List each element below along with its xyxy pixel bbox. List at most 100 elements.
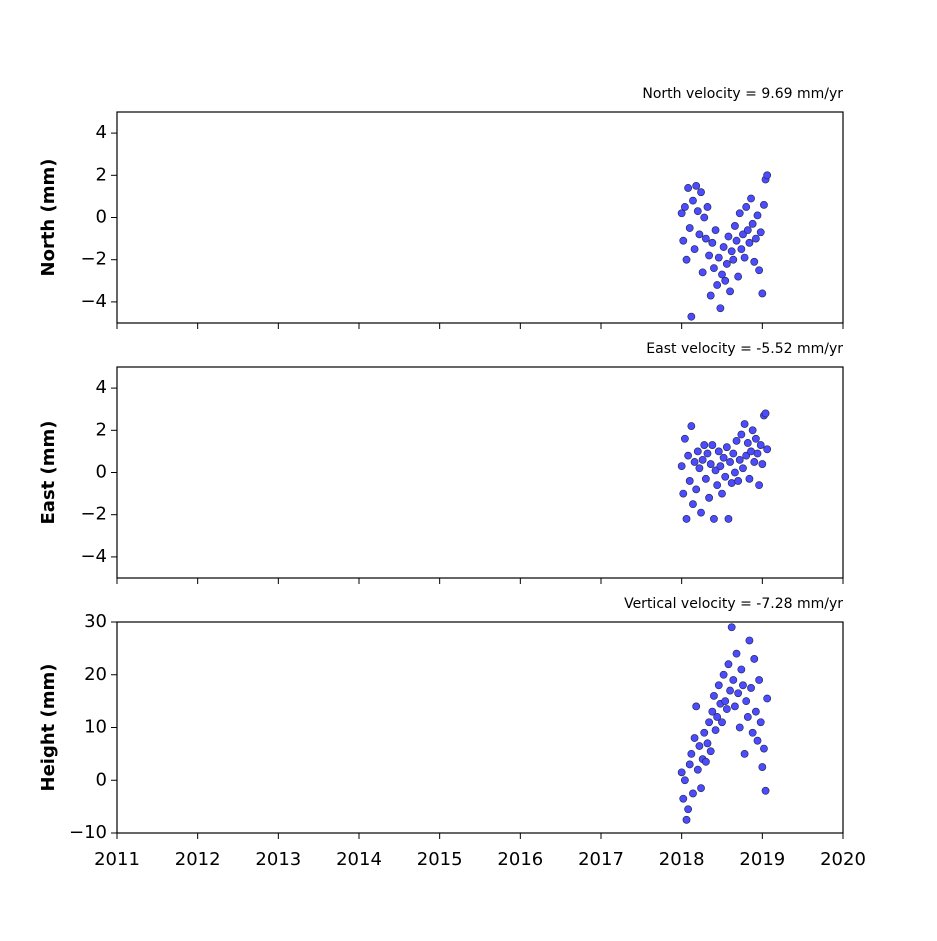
data-point: [703, 449, 712, 458]
data-point: [689, 196, 697, 205]
x-tick-label: 2019: [739, 849, 785, 870]
panel-title: East velocity = -5.52 mm/yr: [646, 341, 843, 357]
data-point: [739, 464, 747, 473]
data-point: [729, 255, 738, 264]
y-axis-label: Height (mm): [38, 664, 59, 792]
data-point: [740, 420, 749, 428]
data-point: [747, 684, 755, 692]
data-point: [684, 805, 693, 814]
data-point: [758, 460, 767, 468]
data-point: [695, 742, 704, 750]
panel-title: North velocity = 9.69 mm/yr: [642, 86, 843, 102]
data-point: [760, 744, 768, 753]
data-point: [732, 236, 741, 245]
data-point: [690, 245, 699, 254]
data-point: [747, 194, 755, 203]
data-point: [756, 228, 765, 237]
data-point: [731, 222, 739, 230]
data-point: [700, 441, 709, 449]
data-point: [693, 207, 702, 216]
data-point: [739, 681, 747, 690]
y-tick-label: 2: [96, 419, 107, 440]
data-point: [755, 481, 764, 490]
data-point: [760, 200, 768, 209]
x-tick-label: 2012: [175, 849, 221, 870]
axes-frame: [116, 366, 844, 579]
data-point: [710, 264, 718, 273]
data-point: [716, 304, 725, 313]
x-tick-label: 2018: [659, 849, 705, 870]
data-point: [708, 707, 717, 716]
data-point: [710, 691, 718, 700]
data-point: [724, 515, 733, 523]
data-point: [713, 281, 722, 289]
data-point: [708, 238, 717, 247]
data-point: [714, 681, 723, 690]
data-point: [740, 749, 749, 758]
data-point: [690, 734, 699, 742]
data-point: [677, 462, 686, 471]
data-point: [743, 713, 752, 721]
y-axis-label: East (mm): [38, 421, 59, 525]
y-tick-label: 30: [84, 611, 107, 632]
data-point: [735, 209, 744, 218]
y-tick-label: 2: [96, 164, 107, 185]
data-point: [735, 455, 744, 464]
y-tick-label: −4: [80, 546, 107, 567]
data-point: [679, 489, 688, 498]
data-point: [727, 623, 736, 632]
data-point: [722, 443, 731, 452]
data-point: [680, 776, 689, 785]
data-point: [735, 723, 744, 732]
y-tick-label: 4: [96, 122, 107, 143]
data-point: [750, 257, 759, 266]
y-tick-label: 0: [96, 462, 107, 483]
data-point: [718, 718, 726, 727]
y-axis-label: North (mm): [38, 159, 59, 277]
data-point: [753, 449, 762, 458]
data-point: [700, 213, 709, 222]
y-tick-label: 20: [84, 664, 107, 685]
data-point: [763, 171, 772, 180]
data-point: [697, 784, 705, 793]
data-point: [708, 441, 717, 449]
data-point: [758, 289, 767, 298]
data-point: [705, 493, 713, 502]
x-tick-label: 2011: [94, 849, 140, 870]
data-point: [729, 449, 738, 458]
data-point: [748, 728, 757, 737]
data-point: [729, 676, 738, 684]
data-point: [695, 230, 704, 239]
data-point: [753, 736, 762, 745]
data-point: [751, 434, 760, 443]
data-point: [677, 768, 686, 777]
data-point: [734, 689, 743, 698]
data-point: [698, 455, 707, 464]
data-point: [745, 474, 754, 483]
data-point: [693, 447, 702, 456]
y-tick-label: −2: [80, 249, 107, 270]
data-point: [680, 434, 689, 443]
data-point: [758, 763, 767, 771]
data-point: [718, 270, 726, 279]
x-tick-label: 2014: [336, 849, 382, 870]
data-point: [727, 247, 736, 256]
data-point: [677, 209, 686, 218]
data-point: [750, 458, 759, 466]
data-point: [703, 739, 712, 748]
x-tick-label: 2017: [578, 849, 624, 870]
data-point: [726, 686, 734, 695]
data-point: [713, 713, 722, 721]
data-point: [726, 458, 734, 466]
data-point: [727, 479, 736, 487]
data-point: [722, 705, 731, 713]
data-point: [706, 291, 715, 300]
data-point: [737, 665, 746, 674]
data-point: [748, 426, 757, 435]
data-point: [722, 260, 731, 268]
data-point: [756, 718, 765, 727]
data-point: [755, 676, 764, 684]
data-point: [690, 458, 699, 466]
data-point: [734, 477, 743, 485]
